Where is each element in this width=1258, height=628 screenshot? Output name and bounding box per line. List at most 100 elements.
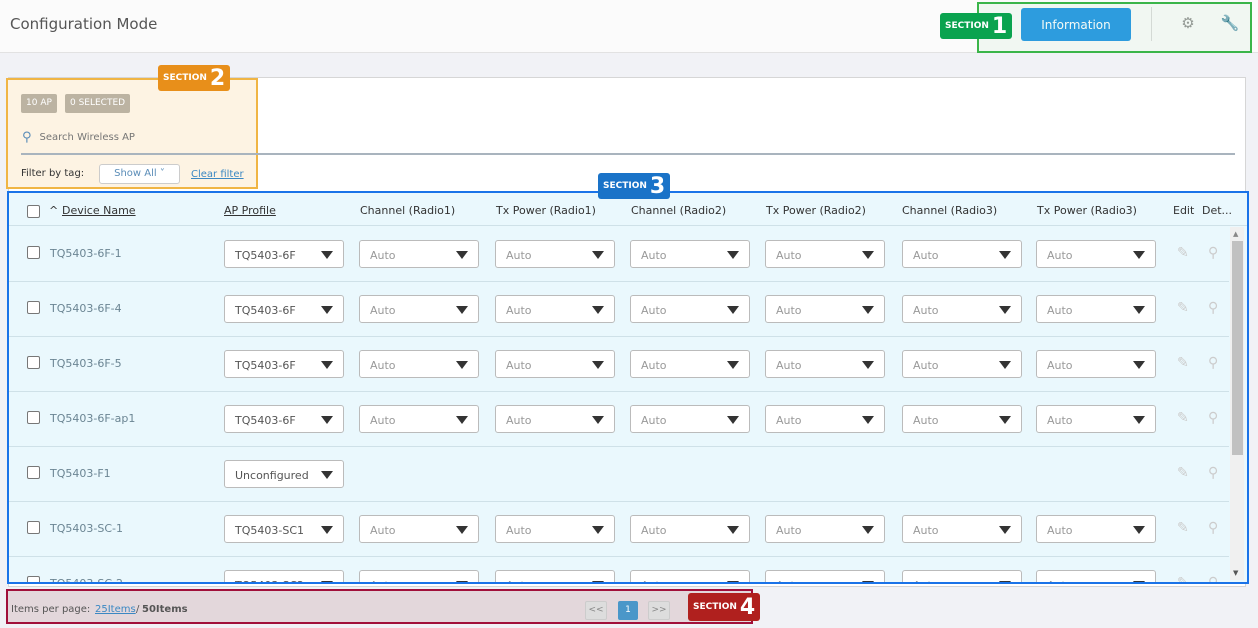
ap-profile-select[interactable]: TQ5403-6F bbox=[224, 295, 344, 323]
details-search-icon[interactable]: ⚲ bbox=[1208, 245, 1219, 261]
header-device-name[interactable]: Device Name bbox=[62, 204, 136, 217]
ap-profile-select[interactable]: TQ5403-SC1 bbox=[224, 515, 344, 543]
table-header: ^ Device Name AP Profile Channel (Radio1… bbox=[9, 193, 1247, 226]
details-search-icon[interactable]: ⚲ bbox=[1208, 410, 1219, 426]
radio-setting-select[interactable]: Auto bbox=[902, 350, 1022, 378]
search-icon: ⚲ bbox=[22, 130, 32, 145]
prev-page-button[interactable]: << bbox=[585, 601, 607, 620]
radio-setting-select[interactable]: Auto bbox=[495, 295, 615, 323]
edit-pencil-icon[interactable]: ✎ bbox=[1177, 520, 1189, 536]
radio-setting-select[interactable]: Auto bbox=[765, 295, 885, 323]
search-input[interactable] bbox=[39, 132, 220, 143]
row-checkbox[interactable] bbox=[27, 466, 40, 479]
radio-setting-select[interactable]: Auto bbox=[1036, 240, 1156, 268]
radio-setting-select[interactable]: Auto bbox=[1036, 405, 1156, 433]
radio-setting-select[interactable]: Auto bbox=[902, 240, 1022, 268]
edit-pencil-icon[interactable]: ✎ bbox=[1177, 245, 1189, 261]
edit-pencil-icon[interactable]: ✎ bbox=[1177, 575, 1189, 584]
device-name: TQ5403-F1 bbox=[50, 467, 111, 480]
row-checkbox[interactable] bbox=[27, 521, 40, 534]
tag-filter-dropdown[interactable]: Show All ˅ bbox=[99, 164, 180, 184]
row-checkbox[interactable] bbox=[27, 246, 40, 259]
ap-profile-select[interactable]: TQ5403-6F bbox=[224, 350, 344, 378]
radio-setting-select[interactable]: Auto bbox=[630, 350, 750, 378]
details-search-icon[interactable]: ⚲ bbox=[1208, 575, 1219, 584]
device-name: TQ5403-SC-2 bbox=[50, 577, 123, 584]
radio-setting-select[interactable]: Auto bbox=[359, 405, 479, 433]
information-button[interactable]: Information bbox=[1021, 8, 1131, 41]
header-ap-profile[interactable]: AP Profile bbox=[224, 204, 276, 217]
ap-profile-select[interactable]: Unconfigured bbox=[224, 460, 344, 488]
ap-profile-select[interactable]: TQ5403-SC2 bbox=[224, 570, 344, 582]
page-1-button[interactable]: 1 bbox=[618, 601, 638, 620]
edit-pencil-icon[interactable]: ✎ bbox=[1177, 300, 1189, 316]
device-name: TQ5403-6F-ap1 bbox=[50, 412, 136, 425]
per-page-link[interactable]: 25Items bbox=[95, 604, 136, 615]
radio-setting-select[interactable]: Auto bbox=[765, 570, 885, 582]
table-row: TQ5403-6F-4 TQ5403-6F Auto Auto Auto Auto Aut… bbox=[9, 282, 1229, 337]
row-checkbox[interactable] bbox=[27, 301, 40, 314]
radio-setting-select[interactable]: Auto bbox=[359, 350, 479, 378]
radio-setting-select[interactable]: Auto bbox=[902, 295, 1022, 323]
radio-setting-select[interactable]: Auto bbox=[902, 570, 1022, 582]
radio-setting-select[interactable]: Auto bbox=[630, 295, 750, 323]
radio-setting-select[interactable]: Auto bbox=[630, 405, 750, 433]
radio-setting-select[interactable]: Auto bbox=[359, 240, 479, 268]
scroll-up-icon[interactable]: ▲ bbox=[1233, 230, 1239, 238]
radio-setting-select[interactable]: Auto bbox=[495, 570, 615, 582]
scrollbar-thumb[interactable] bbox=[1232, 241, 1243, 455]
tag-filter-value: Show All bbox=[114, 168, 157, 179]
details-search-icon[interactable]: ⚲ bbox=[1208, 520, 1219, 536]
radio-setting-select[interactable]: Auto bbox=[359, 515, 479, 543]
ap-profile-select[interactable]: TQ5403-6F bbox=[224, 240, 344, 268]
ap-profile-select[interactable]: TQ5403-6F bbox=[224, 405, 344, 433]
radio-setting-select[interactable]: Auto bbox=[630, 515, 750, 543]
radio-setting-select[interactable]: Auto bbox=[1036, 570, 1156, 582]
radio-setting-select[interactable]: Auto bbox=[495, 350, 615, 378]
details-search-icon[interactable]: ⚲ bbox=[1208, 465, 1219, 481]
radio-setting-select[interactable]: Auto bbox=[765, 350, 885, 378]
radio-setting-select[interactable]: Auto bbox=[1036, 515, 1156, 543]
table-scrollbar[interactable]: ▲ ▼ bbox=[1230, 227, 1244, 580]
details-search-icon[interactable]: ⚲ bbox=[1208, 355, 1219, 371]
section-label: SECTION bbox=[945, 21, 989, 31]
radio-setting-select[interactable]: Auto bbox=[902, 405, 1022, 433]
radio-setting-select[interactable]: Auto bbox=[1036, 295, 1156, 323]
radio-setting-select[interactable]: Auto bbox=[902, 515, 1022, 543]
header-channel-radio1: Channel (Radio1) bbox=[360, 204, 456, 217]
chevron-down-icon: ˅ bbox=[159, 168, 165, 179]
divider bbox=[1151, 7, 1152, 41]
radio-setting-select[interactable]: Auto bbox=[630, 240, 750, 268]
row-checkbox[interactable] bbox=[27, 576, 40, 582]
row-checkbox[interactable] bbox=[27, 411, 40, 424]
radio-setting-select[interactable]: Auto bbox=[359, 295, 479, 323]
radio-setting-select[interactable]: Auto bbox=[1036, 350, 1156, 378]
radio-setting-select[interactable]: Auto bbox=[765, 515, 885, 543]
radio-setting-select[interactable]: Auto bbox=[630, 570, 750, 582]
details-search-icon[interactable]: ⚲ bbox=[1208, 300, 1219, 316]
section-4-badge: SECTION 4 bbox=[688, 593, 761, 621]
row-checkbox[interactable] bbox=[27, 356, 40, 369]
section-3-badge: SECTION 3 bbox=[598, 173, 671, 199]
gears-icon[interactable]: ⚙ bbox=[1181, 14, 1195, 32]
section-number: 1 bbox=[991, 13, 1008, 39]
table-row: TQ5403-6F-5 TQ5403-6F Auto Auto Auto Auto Aut… bbox=[9, 337, 1229, 392]
header-details: Det... bbox=[1202, 204, 1233, 217]
pagination-bar: Items per page: 25Items / 50Items bbox=[6, 589, 753, 624]
next-page-button[interactable]: >> bbox=[648, 601, 670, 620]
radio-setting-select[interactable]: Auto bbox=[765, 240, 885, 268]
radio-setting-select[interactable]: Auto bbox=[495, 405, 615, 433]
edit-pencil-icon[interactable]: ✎ bbox=[1177, 465, 1189, 481]
radio-setting-select[interactable]: Auto bbox=[359, 570, 479, 582]
edit-pencil-icon[interactable]: ✎ bbox=[1177, 410, 1189, 426]
edit-pencil-icon[interactable]: ✎ bbox=[1177, 355, 1189, 371]
scroll-down-icon[interactable]: ▼ bbox=[1233, 569, 1239, 577]
radio-setting-select[interactable]: Auto bbox=[495, 240, 615, 268]
wrench-icon[interactable]: 🔧 bbox=[1220, 14, 1240, 32]
clear-filter-link[interactable]: Clear filter bbox=[191, 169, 244, 180]
radio-setting-select[interactable]: Auto bbox=[765, 405, 885, 433]
selected-count-badge: 0 SELECTED bbox=[65, 94, 131, 113]
select-all-checkbox[interactable] bbox=[27, 205, 40, 218]
header-channel-radio3: Channel (Radio3) bbox=[902, 204, 998, 217]
radio-setting-select[interactable]: Auto bbox=[495, 515, 615, 543]
